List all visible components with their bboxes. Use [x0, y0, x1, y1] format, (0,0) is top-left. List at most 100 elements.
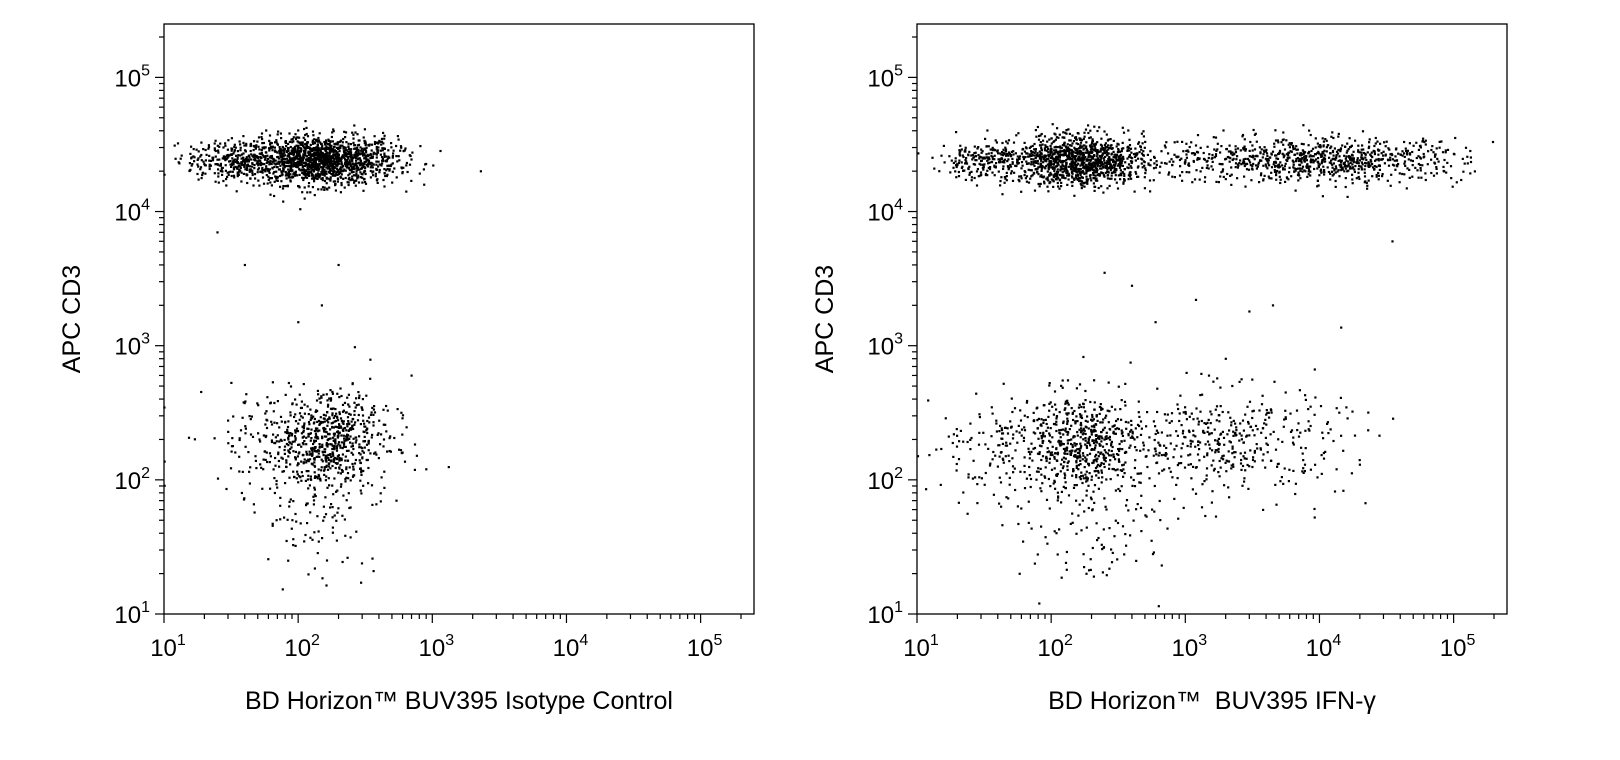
data-point — [1086, 150, 1089, 153]
data-point — [1067, 178, 1070, 181]
data-point — [200, 177, 203, 180]
data-point — [363, 154, 366, 157]
data-point — [1081, 156, 1085, 159]
data-point — [1114, 171, 1117, 174]
data-point — [1094, 143, 1097, 146]
data-point — [1053, 169, 1056, 172]
data-point — [248, 415, 251, 418]
data-point — [1011, 179, 1015, 182]
left-y-tick-label: 105 — [114, 62, 150, 92]
data-point — [345, 429, 348, 432]
data-point — [323, 172, 327, 175]
data-point — [281, 154, 284, 157]
data-point — [328, 416, 331, 419]
data-point — [232, 168, 235, 171]
data-point — [388, 449, 391, 453]
data-point — [329, 397, 333, 400]
data-point — [283, 147, 286, 150]
data-point — [384, 423, 387, 426]
data-point — [274, 464, 277, 467]
data-point — [1078, 147, 1081, 150]
data-point — [1354, 139, 1357, 142]
data-point — [286, 160, 289, 163]
data-point — [344, 455, 347, 458]
data-point — [301, 168, 304, 171]
data-point — [337, 471, 340, 474]
data-point — [363, 139, 366, 142]
data-point — [1226, 155, 1229, 159]
data-point — [323, 450, 327, 454]
data-point — [339, 417, 343, 420]
data-point — [1096, 141, 1099, 144]
data-point — [1131, 157, 1134, 160]
data-point — [998, 158, 1001, 161]
data-point — [316, 515, 319, 518]
data-point — [1121, 141, 1124, 144]
data-point — [1301, 167, 1304, 170]
data-point — [1248, 159, 1251, 162]
data-point — [345, 476, 348, 479]
data-point — [347, 449, 350, 452]
data-point — [1056, 165, 1059, 168]
data-point — [251, 154, 254, 157]
data-point — [196, 158, 199, 161]
data-point — [1030, 169, 1033, 172]
data-point — [331, 392, 334, 395]
data-point — [1044, 144, 1047, 147]
data-point — [1071, 142, 1074, 145]
data-point — [310, 177, 314, 180]
data-point — [318, 455, 321, 458]
data-point — [288, 435, 291, 438]
data-point — [255, 162, 258, 165]
data-point — [1100, 163, 1103, 166]
data-point — [275, 483, 278, 486]
data-point — [1350, 144, 1353, 147]
data-point — [1052, 159, 1055, 163]
data-point — [276, 179, 279, 182]
data-point — [289, 176, 292, 179]
data-point — [265, 434, 268, 437]
data-point — [1120, 174, 1123, 177]
data-point — [405, 161, 408, 165]
data-point — [1040, 169, 1043, 172]
data-point — [1060, 161, 1063, 164]
data-point — [180, 154, 183, 157]
data-point — [1120, 147, 1124, 150]
data-point — [1327, 144, 1330, 147]
data-point — [1043, 147, 1046, 150]
data-point — [1230, 152, 1233, 155]
data-point — [313, 448, 316, 451]
data-point — [349, 536, 352, 539]
data-point — [313, 180, 316, 183]
data-point — [1089, 148, 1092, 151]
data-point — [295, 427, 299, 430]
data-point — [1022, 147, 1025, 151]
data-point — [1068, 152, 1071, 155]
data-point — [372, 152, 375, 156]
data-point — [246, 173, 249, 176]
data-point — [322, 158, 325, 161]
data-point — [311, 140, 314, 143]
data-point — [347, 145, 350, 148]
data-point — [365, 146, 368, 149]
data-point — [996, 149, 999, 152]
data-point — [305, 162, 308, 165]
data-point — [268, 149, 271, 152]
data-point — [1398, 181, 1401, 184]
data-point — [348, 159, 351, 162]
data-point — [1018, 180, 1021, 183]
data-point — [1153, 156, 1156, 159]
data-point — [326, 405, 330, 408]
data-point — [316, 147, 319, 151]
data-point — [322, 427, 325, 430]
data-point — [269, 487, 272, 490]
data-point — [365, 429, 368, 432]
data-point — [319, 479, 322, 482]
data-point — [298, 451, 301, 454]
data-point — [1089, 160, 1092, 163]
data-point — [1140, 157, 1143, 160]
data-point — [1299, 169, 1302, 172]
data-point — [327, 158, 331, 161]
data-point — [188, 162, 191, 165]
data-point — [366, 419, 369, 423]
